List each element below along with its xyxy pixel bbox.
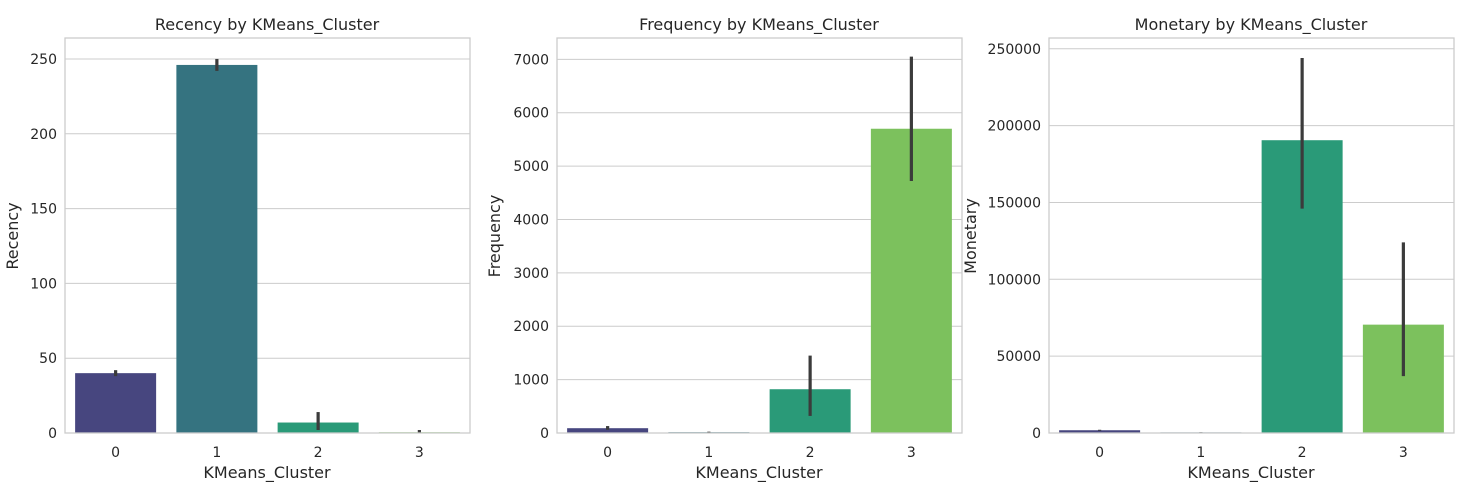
bar bbox=[567, 428, 649, 433]
x-axis-label: KMeans_Cluster bbox=[695, 463, 823, 483]
y-tick-label: 1000 bbox=[513, 373, 549, 389]
y-axis-label: Monetary bbox=[961, 198, 980, 274]
x-tick-label: 1 bbox=[1196, 445, 1205, 461]
monetary-chart-panel: Monetary by KMeans_Cluster 0 50000 100000 1… bbox=[961, 15, 1455, 483]
bar bbox=[176, 64, 258, 433]
x-tick-label: 1 bbox=[212, 445, 221, 461]
x-tick-label: 3 bbox=[1399, 445, 1408, 461]
y-tick-label: 150 bbox=[30, 202, 57, 218]
x-tick-label: 0 bbox=[1095, 445, 1104, 461]
y-tick-label: 100 bbox=[30, 276, 57, 292]
y-tick-label: 200 bbox=[30, 127, 57, 143]
chart-title: Frequency by KMeans_Cluster bbox=[639, 15, 879, 35]
x-tick-label: 2 bbox=[314, 445, 323, 461]
y-tick-label: 0 bbox=[48, 426, 57, 442]
y-tick-label: 150000 bbox=[988, 195, 1041, 211]
x-tick-label: 2 bbox=[806, 445, 815, 461]
x-tick-label: 3 bbox=[907, 445, 916, 461]
y-axis-label: Recency bbox=[3, 202, 22, 269]
y-tick-label: 6000 bbox=[513, 106, 549, 122]
y-tick-label: 7000 bbox=[513, 52, 549, 68]
y-tick-label: 5000 bbox=[513, 159, 549, 175]
y-tick-label: 250000 bbox=[988, 42, 1041, 58]
chart-title: Recency by KMeans_Cluster bbox=[155, 15, 380, 35]
y-tick-label: 3000 bbox=[513, 266, 549, 282]
y-axis-label: Frequency bbox=[485, 195, 504, 278]
bar bbox=[1059, 430, 1141, 433]
plot-frame bbox=[1048, 37, 1455, 434]
y-tick-label: 4000 bbox=[513, 212, 549, 228]
x-tick-label: 0 bbox=[111, 445, 120, 461]
x-axis-label: KMeans_Cluster bbox=[203, 463, 331, 483]
bar bbox=[75, 373, 157, 433]
y-tick-label: 2000 bbox=[513, 319, 549, 335]
y-tick-label: 200000 bbox=[988, 119, 1041, 135]
chart-title: Monetary by KMeans_Cluster bbox=[1135, 15, 1368, 35]
plot-frame bbox=[64, 37, 471, 434]
y-tick-label: 0 bbox=[1032, 426, 1041, 442]
frequency-chart-panel: Frequency by KMeans_Cluster 0 1000 2000 300… bbox=[485, 15, 963, 483]
y-tick-label: 0 bbox=[540, 426, 549, 442]
x-tick-label: 2 bbox=[1298, 445, 1307, 461]
plot-frame bbox=[556, 37, 963, 434]
y-tick-label: 50 bbox=[39, 351, 57, 367]
x-axis-label: KMeans_Cluster bbox=[1187, 463, 1315, 483]
y-tick-label: 100000 bbox=[988, 272, 1041, 288]
y-tick-label: 50000 bbox=[996, 349, 1041, 365]
recency-chart-panel: Recency by KMeans_Cluster 0 50 100 150 200 25… bbox=[3, 15, 471, 483]
y-tick-label: 250 bbox=[30, 52, 57, 68]
x-tick-label: 0 bbox=[603, 445, 612, 461]
x-tick-label: 1 bbox=[704, 445, 713, 461]
x-tick-label: 3 bbox=[415, 445, 424, 461]
